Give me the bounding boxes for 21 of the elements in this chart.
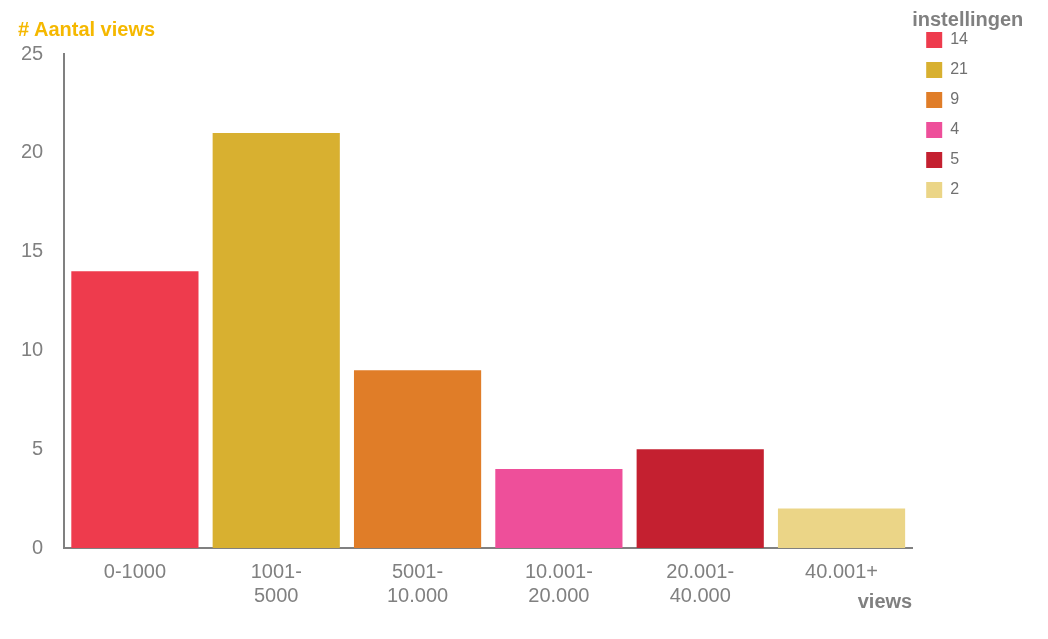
y-tick-label: 15 — [21, 239, 44, 262]
y-tick-label: 20 — [21, 140, 44, 163]
y-tick-label: 25 — [21, 41, 44, 64]
legend-label: 5 — [950, 150, 960, 168]
legend-title: instellingen — [912, 8, 1024, 31]
x-tick-label: 0-1000 — [103, 559, 167, 582]
chart-title: # Aantal views — [18, 17, 156, 40]
y-tick-label: 10 — [21, 337, 44, 360]
x-tick-label: 1001-5000 — [250, 559, 302, 606]
x-tick-label: 20.001-40.000 — [666, 559, 735, 606]
legend-label: 9 — [950, 90, 960, 108]
legend-label: 2 — [950, 180, 960, 198]
y-tick-label: 0 — [32, 535, 44, 558]
legend-label: 4 — [950, 120, 960, 138]
x-axis-title: views — [857, 589, 913, 612]
legend-label: 14 — [950, 30, 969, 48]
legend-label: 21 — [950, 60, 969, 78]
x-tick-label: 40.001+ — [805, 559, 878, 582]
x-tick-label: 10.001-20.000 — [524, 559, 593, 606]
y-tick-label: 5 — [32, 436, 44, 459]
x-tick-label: 5001-10.000 — [386, 559, 449, 606]
